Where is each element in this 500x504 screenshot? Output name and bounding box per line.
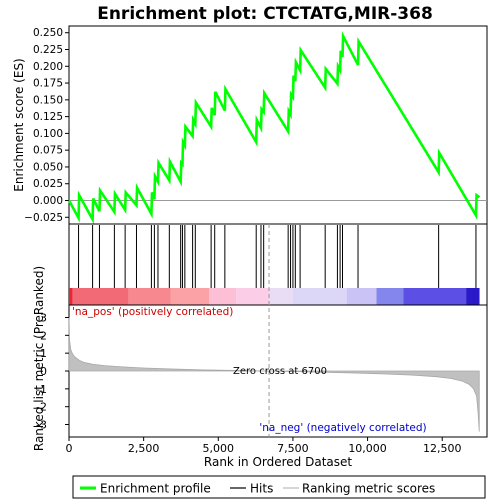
xtick-label-5: 12,500 <box>423 442 462 455</box>
colorbar-segment-5 <box>236 288 269 305</box>
colorbar-segment-0 <box>69 288 73 305</box>
colorbar-segment-1 <box>73 288 129 305</box>
colorbar-segment-6 <box>269 288 293 305</box>
legend-label-1: Hits <box>250 482 273 496</box>
legend: Enrichment profile Hits Ranking metric sco… <box>73 476 485 498</box>
colorbar-segment-4 <box>209 288 236 305</box>
es-ytick-label-1: 0.000 <box>33 195 63 207</box>
pos-correlated-label: 'na_pos' (positively correlated) <box>72 306 233 318</box>
es-ytick-label-3: 0.050 <box>33 161 63 173</box>
es-ytick-label-9: 0.200 <box>33 61 63 73</box>
colorbar-segment-10 <box>403 288 466 305</box>
es-panel: −0.025 0.000 0.025 0.050 0.075 0.100 0.125 0.15… <box>12 26 487 224</box>
hits-panel <box>69 224 487 305</box>
neg-correlated-label: 'na_neg' (negatively correlated) <box>259 422 426 434</box>
xtick-label-3: 7,500 <box>277 442 309 455</box>
metric-ylabel: Ranked list metric (PreRanked) <box>32 266 46 451</box>
zero-cross-label: Zero cross at 6700 <box>233 366 327 377</box>
colorbar-segment-7 <box>293 288 347 305</box>
legend-label-0: Enrichment profile <box>100 482 211 496</box>
es-ylabel: Enrichment score (ES) <box>12 58 26 191</box>
es-plot-frame <box>69 26 487 224</box>
es-ytick-label-10: 0.225 <box>33 44 63 56</box>
es-ytick-label-4: 0.075 <box>33 145 63 157</box>
chart-title: Enrichment plot: CTCTATG,MIR-368 <box>97 4 433 24</box>
es-ytick-label-7: 0.150 <box>33 94 63 106</box>
es-ytick-label-6: 0.125 <box>33 111 63 123</box>
colorbar-segment-9 <box>377 288 404 305</box>
es-ytick-label-2: 0.025 <box>33 178 63 190</box>
es-ytick-label-0: −0.025 <box>24 212 63 224</box>
colorbar-segment-8 <box>347 288 377 305</box>
es-ytick-label-8: 0.175 <box>33 78 63 90</box>
xtick-label-1: 2,500 <box>128 442 160 455</box>
colorbar-segment-2 <box>129 288 171 305</box>
xtick-label-4: 10,000 <box>348 442 387 455</box>
es-ytick-label-11: 0.250 <box>33 27 63 39</box>
colorbar-segment-3 <box>171 288 210 305</box>
es-ytick-label-5: 0.100 <box>33 128 63 140</box>
xtick-label-2: 5,000 <box>203 442 235 455</box>
colorbar-segment-11 <box>466 288 479 305</box>
xtick-label-0: 0 <box>66 442 73 455</box>
legend-label-2: Ranking metric scores <box>302 482 435 496</box>
x-axis-label: Rank in Ordered Dataset <box>204 455 352 469</box>
